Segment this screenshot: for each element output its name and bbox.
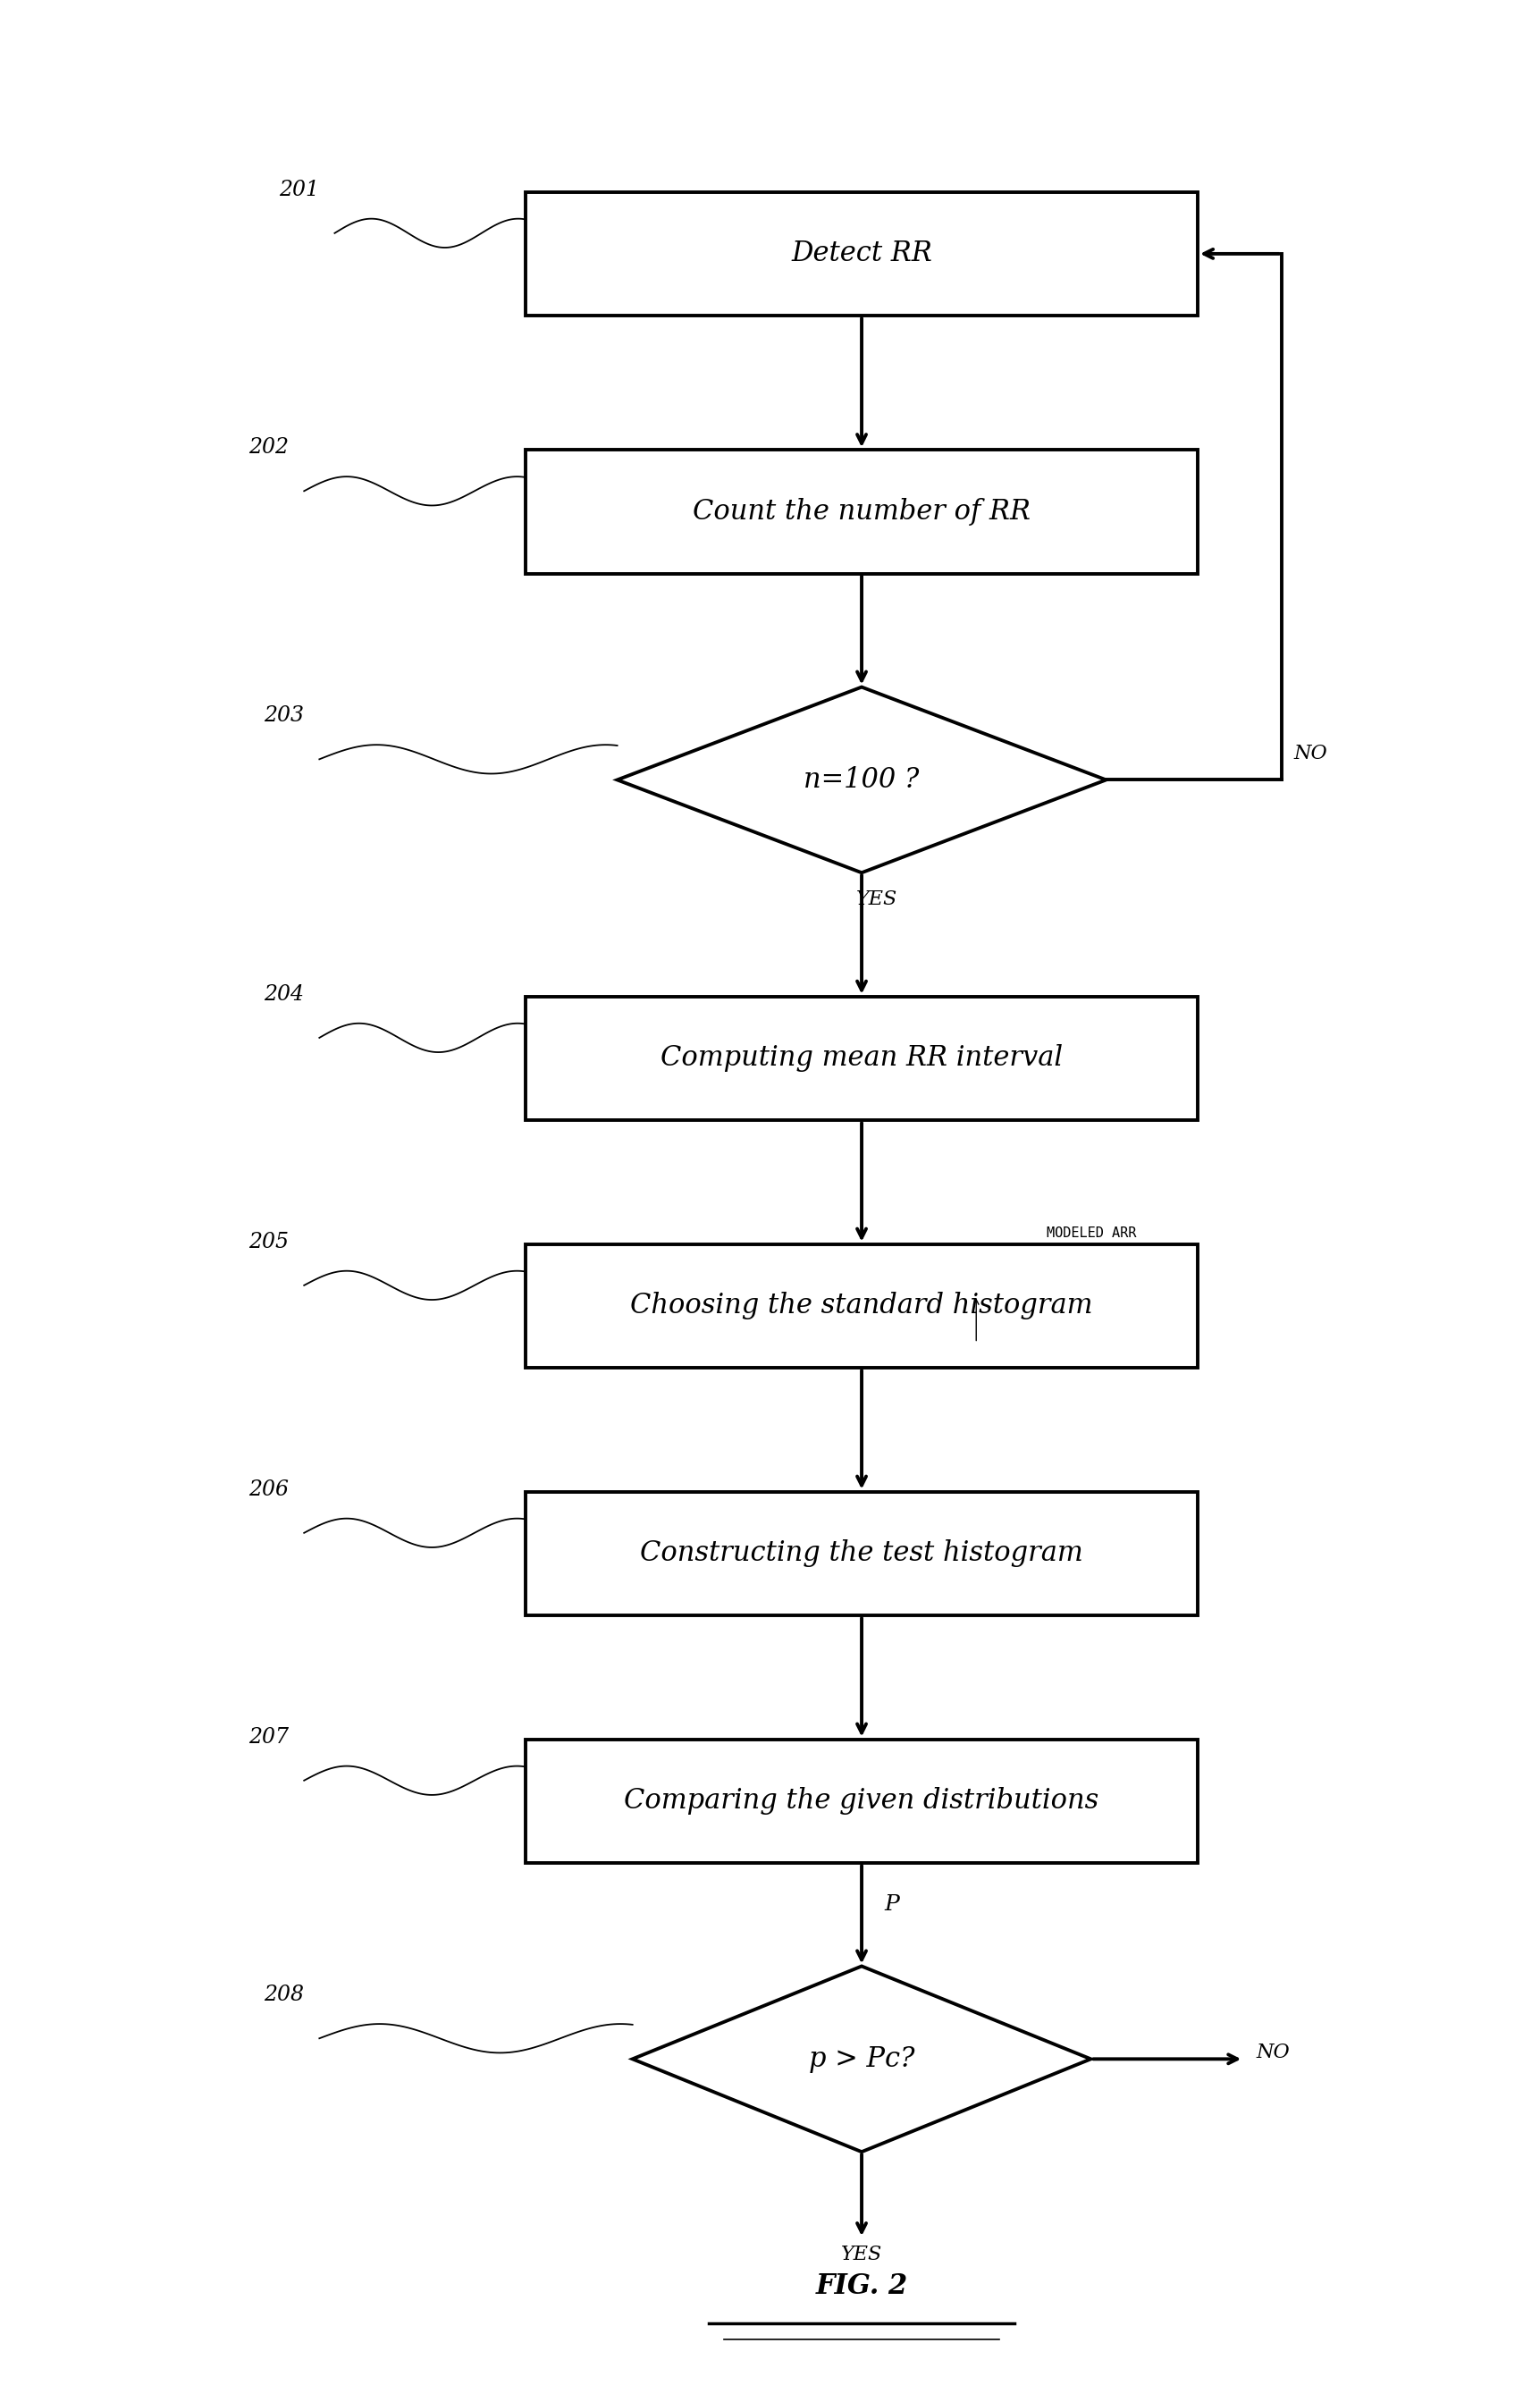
Text: YES: YES	[856, 890, 898, 909]
Text: 203: 203	[263, 706, 303, 727]
Text: 204: 204	[263, 985, 303, 1004]
Text: 207: 207	[248, 1727, 290, 1748]
Text: 206: 206	[248, 1479, 290, 1500]
Text: Count the number of RR: Count the number of RR	[693, 498, 1030, 525]
Bar	[525, 997, 1198, 1121]
Text: Comparing the given distributions: Comparing the given distributions	[624, 1786, 1100, 1815]
Text: MODELED ARR: MODELED ARR	[1047, 1226, 1137, 1240]
Bar	[525, 1491, 1198, 1615]
Bar	[525, 1245, 1198, 1369]
Text: 205: 205	[248, 1231, 290, 1252]
Polygon shape	[633, 1965, 1090, 2151]
Text: FIG. 2: FIG. 2	[816, 2273, 907, 2299]
Text: p > Pc?: p > Pc?	[808, 2046, 915, 2073]
Text: NO: NO	[1255, 2044, 1289, 2063]
Text: P: P	[884, 1894, 899, 1915]
Text: Choosing the standard histogram: Choosing the standard histogram	[630, 1293, 1093, 1319]
Bar	[525, 191, 1198, 315]
Text: Constructing the test histogram: Constructing the test histogram	[641, 1541, 1083, 1567]
Text: 208: 208	[263, 1984, 303, 2006]
Text: 201: 201	[279, 179, 319, 200]
Text: NO: NO	[1294, 744, 1327, 763]
Text: YES: YES	[841, 2244, 882, 2263]
Text: Computing mean RR interval: Computing mean RR interval	[661, 1045, 1063, 1073]
Bar	[525, 451, 1198, 572]
Text: Detect RR: Detect RR	[792, 241, 932, 267]
Polygon shape	[618, 687, 1106, 873]
Text: n=100 ?: n=100 ?	[804, 766, 919, 794]
Text: 202: 202	[248, 436, 290, 458]
Bar	[525, 1739, 1198, 1863]
